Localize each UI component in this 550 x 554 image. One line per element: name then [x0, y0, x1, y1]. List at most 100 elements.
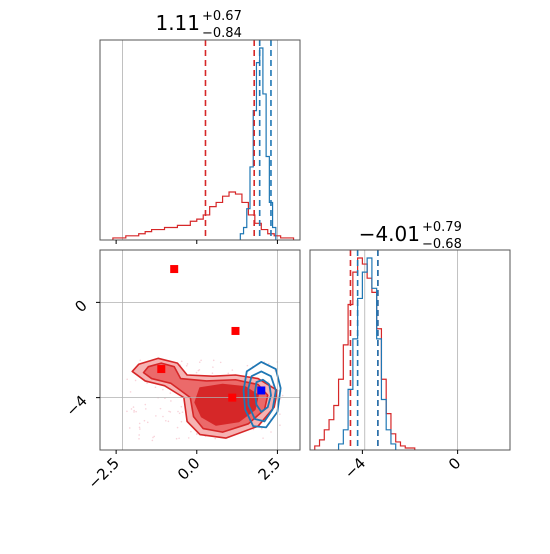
red-square-marker: [228, 393, 237, 402]
scatter-sample-point: [162, 388, 164, 391]
scatter-sample-point: [146, 421, 149, 424]
panel-2d-frame: [99, 249, 301, 451]
scatter-sample-point: [176, 426, 179, 429]
red-square-marker: [231, 326, 240, 335]
scatter-sample-point: [139, 428, 141, 430]
p2d-xtick-label: −2.5: [84, 454, 122, 492]
scatter-sample-point: [133, 409, 135, 412]
scatter-sample-point: [170, 400, 172, 402]
scatter-sample-point: [134, 379, 137, 382]
scatter-sample-point: [246, 364, 249, 367]
scatter-sample-point: [126, 410, 128, 413]
scatter-sample-point: [155, 415, 157, 417]
contour-series-b: [247, 370, 277, 423]
scatter-sample-point: [231, 369, 234, 371]
scatter-sample-point: [169, 392, 172, 394]
scatter-sample-point: [187, 437, 190, 439]
scatter-sample-point: [138, 437, 140, 440]
scatter-sample-point: [200, 359, 202, 362]
panel-hist-param2-frame: [309, 249, 511, 451]
scatter-sample-point: [178, 412, 181, 415]
scatter-sample-point: [196, 432, 198, 435]
scatter-sample-point: [261, 427, 263, 430]
blue-square-marker: [257, 386, 266, 395]
scatter-sample-point: [212, 359, 215, 362]
title-param2-err-plus: +0.79: [422, 220, 462, 235]
scatter-sample-point: [164, 419, 167, 422]
panel-hist-param1: [99, 39, 301, 244]
scatter-sample-point: [181, 411, 184, 413]
scatter-sample-point: [195, 371, 198, 374]
scatter-sample-point: [279, 413, 281, 415]
scatter-sample-point: [212, 366, 214, 368]
red-square-marker: [170, 265, 179, 274]
p2d-ytick-label: 0: [71, 296, 90, 315]
scatter-sample-point: [279, 398, 282, 400]
scatter-sample-point: [185, 365, 188, 367]
scatter-sample-point: [180, 405, 183, 408]
scatter-sample-point: [175, 437, 178, 440]
title-param2-err-minus: −0.68: [422, 237, 462, 252]
scatter-sample-point: [190, 430, 192, 433]
p2d-ytick-label: −4: [62, 392, 90, 420]
scatter-sample-point: [262, 437, 264, 439]
scatter-sample-point: [126, 378, 128, 381]
panel-hist-param1-frame: [99, 39, 301, 241]
scatter-sample-point: [162, 415, 164, 418]
scatter-sample-point: [143, 419, 146, 422]
scatter-sample-point: [132, 406, 135, 408]
scatter-sample-point: [128, 427, 131, 429]
scatter-sample-point: [252, 428, 255, 431]
panel-2d: −2.5 0.0 2.5 −4 0: [62, 249, 301, 493]
scatter-sample-point: [180, 420, 183, 423]
red-square-marker: [157, 365, 166, 374]
scatter-sample-point: [154, 386, 157, 389]
title-param1-median: 1.11: [155, 11, 200, 35]
scatter-sample-point: [270, 431, 272, 433]
scatter-sample-point: [159, 407, 162, 410]
scatter-sample-point: [279, 424, 281, 426]
hist-param2-series-b: [337, 257, 397, 450]
panel-hist-param1-bg: [100, 40, 300, 240]
scatter-sample-point: [138, 422, 141, 425]
scatter-sample-point: [139, 359, 142, 362]
scatter-sample-point: [177, 410, 179, 413]
scatter-sample-point: [178, 437, 180, 440]
scatter-sample-point: [281, 394, 284, 397]
scatter-sample-point: [129, 391, 132, 393]
scatter-sample-point: [151, 439, 154, 442]
scatter-sample-point: [186, 363, 189, 365]
title-param2: −4.01 +0.79 −0.68: [359, 220, 462, 252]
scatter-sample-point: [180, 360, 183, 363]
scatter-sample-point: [144, 408, 147, 410]
scatter-sample-point: [268, 362, 270, 365]
title-param2-median: −4.01: [359, 222, 420, 246]
scatter-sample-point: [168, 410, 170, 413]
scatter-sample-point: [169, 411, 172, 413]
hist-param2-series-a: [314, 257, 416, 450]
scatter-sample-point: [152, 436, 154, 439]
contour-series-a: [194, 383, 259, 426]
scatter-sample-point: [130, 408, 133, 410]
scatter-sample-point: [133, 411, 135, 413]
scatter-sample-point: [211, 372, 214, 375]
scatter-sample-point: [144, 403, 147, 406]
scatter-sample-point: [138, 434, 140, 436]
scatter-sample-point: [227, 372, 230, 375]
scatter-sample-point: [167, 420, 170, 423]
scatter-sample-point: [269, 418, 272, 420]
scatter-sample-point: [198, 361, 201, 363]
p3-xtick-label: 0: [445, 454, 464, 473]
scatter-sample-point: [214, 437, 217, 440]
scatter-sample-point: [146, 382, 148, 384]
p3-xtick-label: −4: [341, 454, 369, 482]
contour-series-b: [242, 361, 282, 429]
panel-hist-param2-bg: [310, 250, 510, 450]
p2d-xtick-label: 0.0: [174, 454, 204, 484]
scatter-sample-point: [135, 410, 137, 413]
contour-series-b: [253, 378, 272, 413]
p2d-xtick-label: 2.5: [255, 454, 285, 484]
title-param1-err-plus: +0.67: [202, 9, 242, 24]
